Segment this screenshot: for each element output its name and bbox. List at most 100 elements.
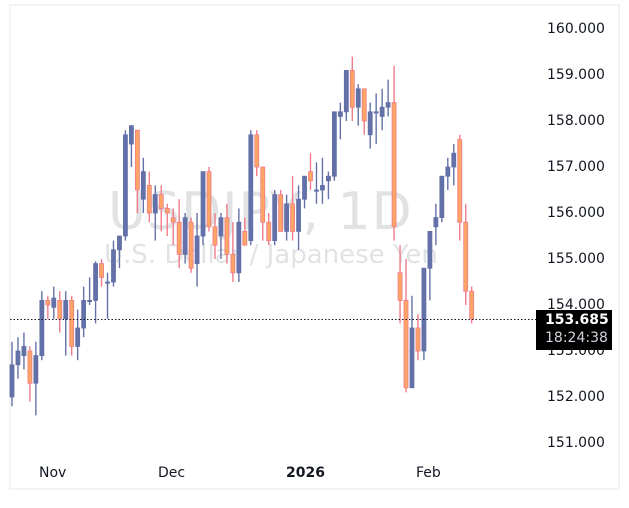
candle-up[interactable] xyxy=(421,267,427,352)
candle-down[interactable] xyxy=(242,230,248,246)
y-tick-label: 157.000 xyxy=(547,159,605,175)
candle-down[interactable] xyxy=(349,70,355,108)
candle-up[interactable] xyxy=(51,297,57,308)
candle-down[interactable] xyxy=(158,194,164,209)
candle-up[interactable] xyxy=(117,235,122,251)
y-tick-label: 156.000 xyxy=(547,205,605,221)
candle-up[interactable] xyxy=(182,217,188,255)
candle-up[interactable] xyxy=(373,111,379,114)
candle-up[interactable] xyxy=(33,355,39,384)
candle-down[interactable] xyxy=(57,299,63,320)
panel-border-right xyxy=(618,4,620,490)
candle-up[interactable] xyxy=(451,152,457,168)
candle-up[interactable] xyxy=(314,189,319,192)
candle-down[interactable] xyxy=(230,253,236,274)
candle-down[interactable] xyxy=(170,217,176,223)
candle-up[interactable] xyxy=(15,350,21,366)
candle-up[interactable] xyxy=(218,217,224,237)
candle-up[interactable] xyxy=(433,217,439,228)
candle-down[interactable] xyxy=(391,102,397,228)
x-tick-label: Feb xyxy=(416,465,441,481)
candle-up[interactable] xyxy=(337,111,343,117)
candle-up[interactable] xyxy=(248,134,254,242)
candle-up[interactable] xyxy=(284,203,290,232)
watermark-name: U.S. Dollar / Japanese Yen xyxy=(104,240,438,270)
candle-up[interactable] xyxy=(123,134,128,237)
candle-up[interactable] xyxy=(128,125,134,145)
candle-up[interactable] xyxy=(385,102,391,108)
candle-up[interactable] xyxy=(272,194,278,242)
candle-down[interactable] xyxy=(188,221,194,269)
candle-up[interactable] xyxy=(320,184,325,191)
y-tick-label: 158.000 xyxy=(547,113,605,129)
candle-down[interactable] xyxy=(206,171,212,228)
candle-down[interactable] xyxy=(164,207,170,214)
candle-up[interactable] xyxy=(302,175,307,200)
candle-down[interactable] xyxy=(212,226,218,246)
candle-down[interactable] xyxy=(224,217,230,255)
candle-up[interactable] xyxy=(152,194,158,214)
candle-down[interactable] xyxy=(254,134,260,168)
candle-down[interactable] xyxy=(260,166,266,223)
candle-up[interactable] xyxy=(75,327,81,347)
candle-down[interactable] xyxy=(146,184,152,214)
candle-down[interactable] xyxy=(69,299,75,347)
candle-down[interactable] xyxy=(308,171,313,182)
candle-down[interactable] xyxy=(278,194,284,232)
last-price: 153.685 xyxy=(545,312,609,328)
candle-up[interactable] xyxy=(355,88,361,108)
y-tick-label: 152.000 xyxy=(547,389,605,405)
candle-up[interactable] xyxy=(409,327,415,389)
candle-down[interactable] xyxy=(27,350,33,384)
x-tick-label: Dec xyxy=(158,465,186,481)
candle-up[interactable] xyxy=(445,166,451,177)
bar-countdown: 18:24:38 xyxy=(545,330,608,346)
y-tick-label: 159.000 xyxy=(547,67,605,83)
candle-down[interactable] xyxy=(469,290,475,320)
y-tick-label: 154.000 xyxy=(547,297,605,313)
candle-down[interactable] xyxy=(176,221,182,255)
candle-up[interactable] xyxy=(105,281,110,284)
candle-down[interactable] xyxy=(361,88,367,122)
candle-up[interactable] xyxy=(200,171,206,237)
candle-up[interactable] xyxy=(236,221,242,274)
candle-up[interactable] xyxy=(9,364,15,398)
candle-up[interactable] xyxy=(379,106,385,117)
last-price-tag: 153.685 18:24:38 xyxy=(536,310,612,350)
candle-down[interactable] xyxy=(134,129,140,191)
x-tick-label: Nov xyxy=(39,465,67,481)
candle-up[interactable] xyxy=(427,230,433,269)
candle-up[interactable] xyxy=(439,175,445,218)
chart-panel[interactable] xyxy=(9,4,620,490)
panel-border-top xyxy=(9,4,620,6)
candle-up[interactable] xyxy=(39,299,45,356)
candle-down[interactable] xyxy=(463,221,469,292)
candle-up[interactable] xyxy=(194,235,200,265)
candle-up[interactable] xyxy=(140,171,146,200)
candle-down[interactable] xyxy=(403,299,409,389)
y-tick-label: 151.000 xyxy=(547,435,605,451)
candle-up[interactable] xyxy=(111,249,116,283)
y-tick-label: 160.000 xyxy=(547,21,605,37)
candle-up[interactable] xyxy=(296,198,301,232)
candle-down[interactable] xyxy=(415,327,421,352)
candle-down[interactable] xyxy=(99,263,104,278)
candle-up[interactable] xyxy=(87,299,93,302)
watermark-symbol: USDJPY, 1D xyxy=(108,182,413,242)
candle-up[interactable] xyxy=(93,263,98,301)
candle-up[interactable] xyxy=(81,299,87,329)
y-tick-label: 155.000 xyxy=(547,251,605,267)
candle-up[interactable] xyxy=(326,175,331,182)
candle-up[interactable] xyxy=(21,345,27,356)
candle-up[interactable] xyxy=(343,70,349,113)
candle-down[interactable] xyxy=(457,138,463,223)
candle-up[interactable] xyxy=(331,111,337,177)
candle-down[interactable] xyxy=(290,203,295,232)
x-tick-label-year: 2026 xyxy=(286,465,325,481)
candle-up[interactable] xyxy=(367,111,373,136)
candle-up[interactable] xyxy=(63,299,69,320)
candle-down[interactable] xyxy=(266,221,272,241)
candle-down[interactable] xyxy=(45,299,51,306)
candle-down[interactable] xyxy=(397,272,403,301)
